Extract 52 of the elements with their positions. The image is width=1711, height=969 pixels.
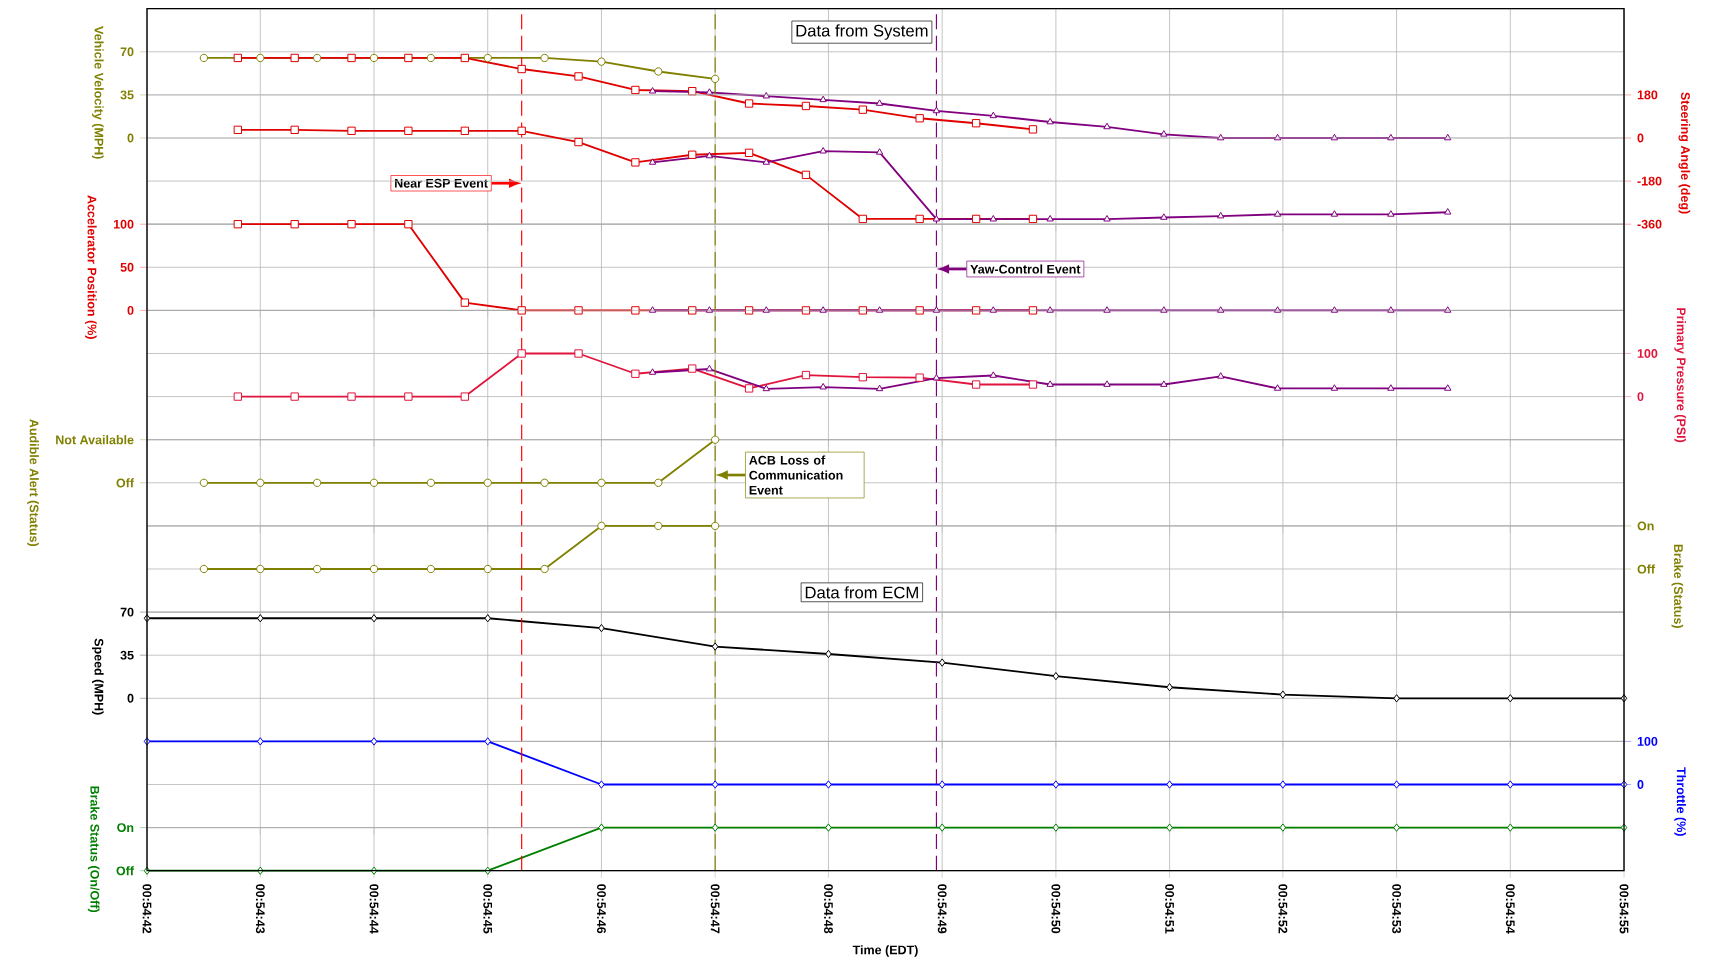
x-tick-label: 00:54:53	[1392, 884, 1402, 934]
x-tick-label: 00:54:42	[142, 884, 152, 934]
y-tick-label: 100	[113, 219, 134, 229]
y2-axis-title: Steering Angle (deg)	[1678, 92, 1691, 214]
text: Off	[116, 866, 135, 876]
y2-tick-label: 180	[1637, 90, 1658, 100]
chart-title: Data from ECM	[805, 586, 918, 599]
y-axis-title: Audible Alert (Status)	[27, 419, 39, 547]
x-tick-label: 00:54:44	[369, 884, 379, 934]
text: Off	[116, 478, 135, 488]
x-tick-label: 00:54:48	[824, 884, 833, 934]
x-tick-label: 00:54:51	[1165, 884, 1175, 934]
y-tick-label: 0	[127, 693, 134, 703]
y2-tick-label: 100	[1637, 736, 1658, 746]
x-tick-label: 00:54:45	[483, 884, 493, 934]
x-tick-label: 00:54:43	[255, 884, 265, 934]
y2-tick-label: 0	[1637, 392, 1644, 402]
text: Off	[1637, 564, 1656, 574]
x-tick-label: 00:54:49	[937, 884, 947, 934]
y2-axis-title: Primary Pressure (PSI)	[1674, 308, 1686, 443]
text: On	[117, 823, 134, 833]
x-tick-label: 00:54:54	[1505, 884, 1515, 934]
x-tick-label: 00:54:50	[1051, 884, 1061, 934]
y-axis-title: Brake Status (On/Off)	[87, 786, 100, 913]
y2-tick-label: -360	[1637, 219, 1662, 229]
x-axis-title: Time (EDT)	[852, 945, 918, 957]
y-tick-label: 70	[120, 607, 134, 617]
text: Not Available	[56, 435, 134, 445]
y2-tick-label: 0	[1637, 133, 1644, 143]
y-axis-title: Speed (MPH)	[92, 638, 104, 715]
y2-tick-label: 0	[1637, 780, 1644, 789]
ref-line-label: ACB Loss of Communication Event	[749, 455, 843, 495]
x-tick-label: 00:54:52	[1278, 884, 1288, 934]
y2-axis-title: Brake (Status)	[1671, 544, 1684, 628]
x-tick-label: 00:54:46	[597, 884, 606, 934]
y2-tick-label: 100	[1637, 349, 1658, 358]
x-tick-label: 00:54:47	[710, 884, 720, 934]
ref-line-label: Yaw-Control Event	[970, 264, 1081, 274]
y-tick-label: 35	[120, 90, 134, 100]
y2-tick-label: -180	[1637, 176, 1662, 186]
y-axis-title: Vehicle Velocity (MPH)	[92, 26, 104, 159]
y-tick-label: 35	[120, 650, 134, 660]
y-tick-label: 70	[120, 47, 134, 57]
y-tick-label: 0	[127, 305, 134, 315]
x-tick-label: 00:54:55	[1619, 884, 1629, 934]
ref-line-label: Near ESP Event	[395, 178, 488, 188]
y-tick-label: 0	[127, 133, 134, 143]
y-tick-label: 50	[120, 262, 134, 272]
text: On	[1637, 521, 1654, 531]
y-axis-title: Accelerator Position (%)	[85, 195, 97, 339]
y2-axis-title: Throttle (%)	[1674, 767, 1686, 836]
text: Data from System	[796, 24, 928, 40]
